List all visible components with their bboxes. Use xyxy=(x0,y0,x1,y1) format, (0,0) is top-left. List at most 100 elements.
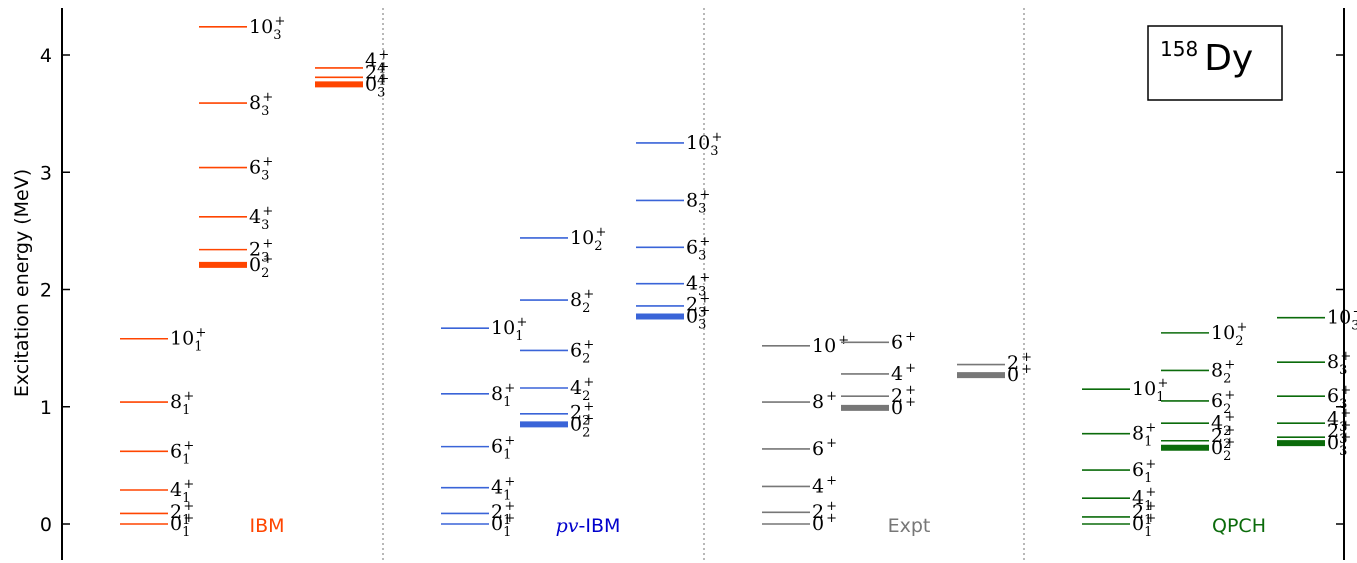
y-axis-label: Excitation energy (MeV) xyxy=(11,169,33,397)
level-label: 81+ xyxy=(491,381,515,410)
panel-name-dash: - xyxy=(579,515,586,537)
level-subscript: 1 xyxy=(1144,435,1152,450)
level-parity: + xyxy=(504,381,515,396)
y-tick-label: 4 xyxy=(40,45,52,67)
level-subscript: 2 xyxy=(261,266,269,281)
level-subscript: 1 xyxy=(182,491,190,506)
level-parity: + xyxy=(826,389,837,404)
level-spin: 8 xyxy=(1211,359,1223,381)
level-label: 61+ xyxy=(170,438,194,467)
level-label: 83+ xyxy=(1327,349,1351,378)
level-label: 24+ xyxy=(365,59,389,88)
level-parity: + xyxy=(826,473,837,488)
level-parity: + xyxy=(1021,350,1032,365)
level-label: 4 + xyxy=(891,361,916,385)
level-label: 01+ xyxy=(1132,511,1156,540)
level-parity: + xyxy=(183,511,194,526)
level-label: 63+ xyxy=(1327,383,1351,412)
level-spin: 6 xyxy=(891,331,903,353)
level-label: 41+ xyxy=(491,475,515,504)
level-parity: + xyxy=(504,475,515,490)
level-spin: 0 xyxy=(1132,513,1144,535)
level-subscript: 1 xyxy=(503,448,511,463)
level-spin: 8 xyxy=(491,383,503,405)
level-spin: 2 xyxy=(812,501,824,523)
level-subscript: 2 xyxy=(1223,424,1231,439)
level-label: 82+ xyxy=(1211,357,1235,386)
level-parity: + xyxy=(262,252,273,267)
level-spin: 2 xyxy=(249,239,261,261)
level-parity: + xyxy=(699,303,710,318)
level-parity: + xyxy=(504,434,515,449)
level-spin: 10 xyxy=(170,328,194,350)
y-tick-label: 2 xyxy=(40,280,52,302)
level-spin: 4 xyxy=(170,479,182,501)
level-spin: 4 xyxy=(812,475,824,497)
level-spin: 4 xyxy=(1132,487,1144,509)
level-parity: + xyxy=(699,234,710,249)
level-parity: + xyxy=(1145,485,1156,500)
level-subscript: 1 xyxy=(1144,499,1152,514)
level-subscript: 3 xyxy=(698,285,706,300)
panel-name: pv-IBM xyxy=(556,515,621,537)
level-subscript: 1 xyxy=(182,525,190,540)
level-subscript: 3 xyxy=(1339,397,1347,412)
panels: 01+21+41+61+81+101+02+23+43+63+83+103+03… xyxy=(120,14,1357,540)
level-parity: + xyxy=(1157,376,1168,391)
level-subscript: 3 xyxy=(273,28,281,43)
level-subscript: 3 xyxy=(261,251,269,266)
level-spin: 10 xyxy=(249,16,273,38)
level-label: 81+ xyxy=(1132,421,1156,450)
level-subscript: 3 xyxy=(261,104,269,119)
level-subscript: 3 xyxy=(698,248,706,263)
level-parity: + xyxy=(583,337,594,352)
y-tick-label: 1 xyxy=(40,397,52,419)
level-parity: + xyxy=(1224,423,1235,438)
level-label: 10 + xyxy=(812,333,849,357)
level-parity: + xyxy=(1145,421,1156,436)
level-spin: 0 xyxy=(686,305,698,327)
level-spin: 8 xyxy=(1327,351,1339,373)
level-parity: + xyxy=(1352,305,1357,320)
level-spin: 6 xyxy=(1211,390,1223,412)
level-parity: + xyxy=(838,333,849,348)
level-label: 2 + xyxy=(891,383,916,407)
panel-name-text: QPCH xyxy=(1212,515,1266,537)
level-subscript: 1 xyxy=(503,395,511,410)
level-label: 2 + xyxy=(812,499,837,523)
level-parity: + xyxy=(1340,383,1351,398)
level-label: 43+ xyxy=(686,271,710,300)
level-subscript: 1 xyxy=(503,489,511,504)
level-parity: + xyxy=(1224,410,1235,425)
level-subscript: 2 xyxy=(1223,437,1231,452)
level-parity: + xyxy=(378,59,389,74)
level-parity: + xyxy=(262,90,273,105)
nucleus-text: 158 Dy xyxy=(1160,37,1253,79)
level-spin: 4 xyxy=(891,363,903,385)
level-label: 102+ xyxy=(1211,320,1247,349)
level-subscript: 2 xyxy=(1235,334,1243,349)
nucleus-mass: 158 xyxy=(1160,37,1198,61)
level-subscript: 3 xyxy=(1339,420,1347,435)
level-parity: + xyxy=(262,204,273,219)
level-spin: 6 xyxy=(570,339,582,361)
level-parity: + xyxy=(1340,349,1351,364)
level-label: 2 + xyxy=(1007,350,1032,374)
nucleus-element: Dy xyxy=(1204,38,1253,79)
level-label: 42+ xyxy=(1211,410,1235,439)
level-label: 03+ xyxy=(686,303,710,332)
level-label: 23+ xyxy=(249,237,273,266)
level-parity: + xyxy=(905,383,916,398)
level-subscript: 2 xyxy=(582,351,590,366)
level-parity: + xyxy=(378,47,389,62)
level-spin: 0 xyxy=(812,513,824,535)
level-label: 02+ xyxy=(1211,435,1235,464)
level-subscript: 2 xyxy=(582,413,590,428)
level-label: 6 + xyxy=(812,436,837,460)
level-label: 63+ xyxy=(249,155,273,184)
level-parity: + xyxy=(183,477,194,492)
level-label: 03+ xyxy=(1327,430,1351,459)
level-parity: + xyxy=(262,155,273,170)
